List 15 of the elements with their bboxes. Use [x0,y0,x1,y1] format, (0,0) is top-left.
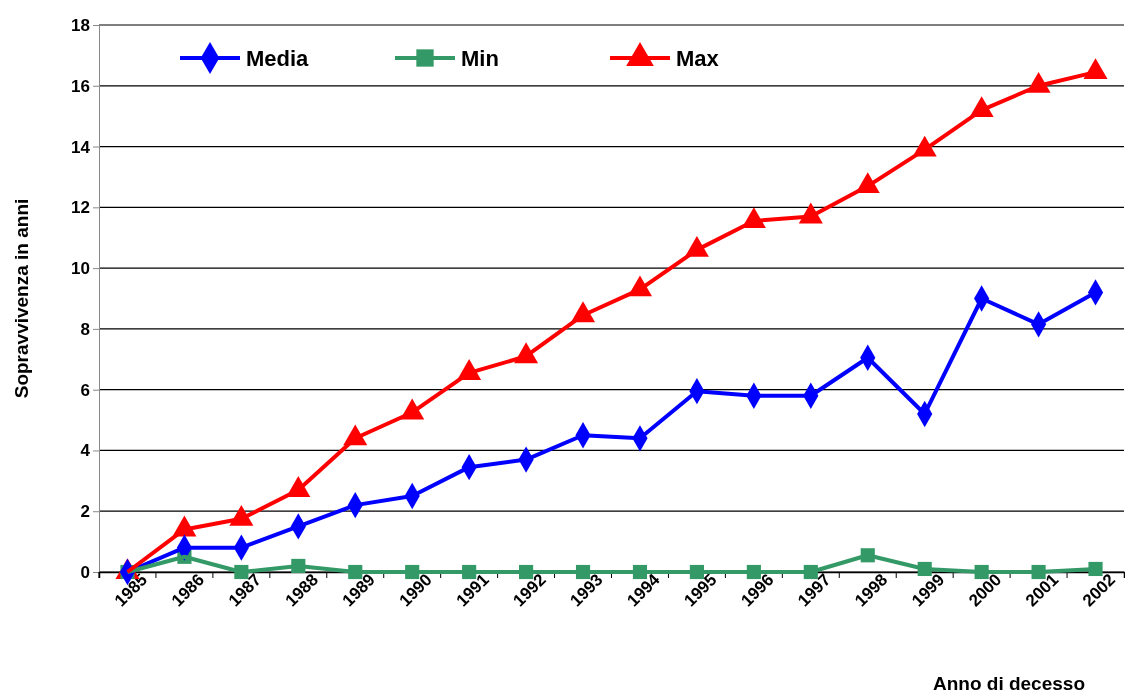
legend-label: Min [461,46,499,71]
y-tick-label: 12 [71,198,90,218]
legend-label: Media [246,46,310,71]
y-tick-label: 10 [71,259,90,279]
legend-label: Max [676,46,720,71]
x-axis-title: Anno di decesso [932,673,1085,693]
y-tick-label: 0 [80,562,90,582]
y-axis-title: Sopravvivenza in anni [11,198,32,399]
y-tick-label: 4 [80,441,91,461]
y-tick-label: 16 [71,76,90,96]
y-tick-label: 6 [80,380,90,400]
y-tick-label: 14 [71,137,91,157]
y-tick-label: 18 [71,15,90,35]
y-tick-label: 2 [80,502,90,522]
y-tick-label: 8 [80,319,90,339]
